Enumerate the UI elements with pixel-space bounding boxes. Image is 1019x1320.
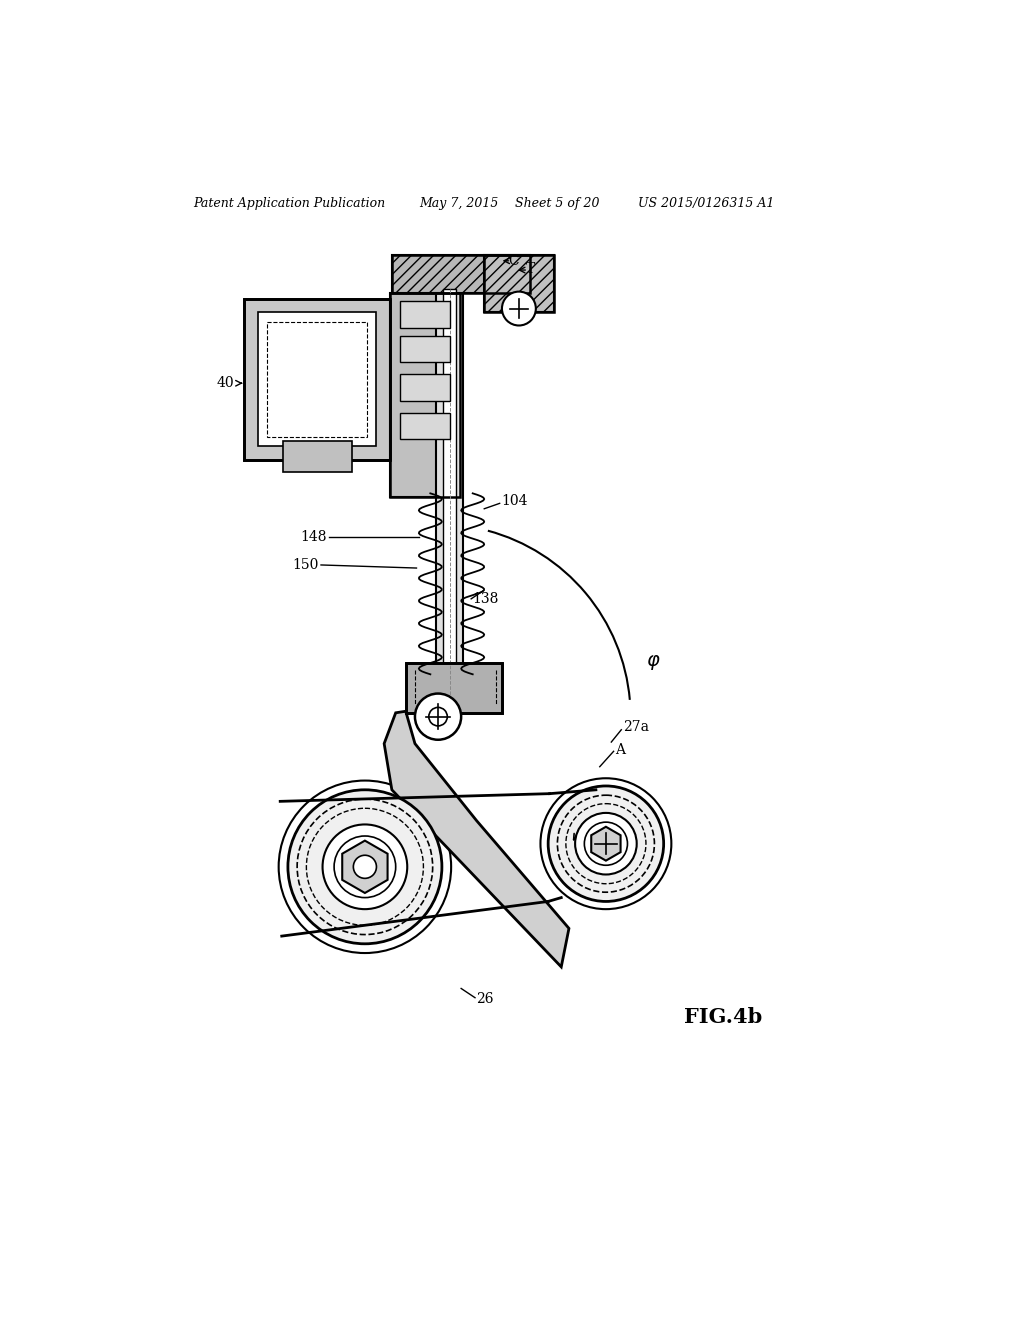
Bar [267, 322, 367, 437]
Bar [244, 298, 390, 461]
Circle shape [322, 825, 407, 909]
Circle shape [334, 836, 395, 898]
Bar [390, 293, 460, 498]
Text: May 7, 2015: May 7, 2015 [419, 197, 497, 210]
Text: FIG.4b: FIG.4b [684, 1007, 762, 1027]
Text: Sheet 5 of 20: Sheet 5 of 20 [515, 197, 599, 210]
Circle shape [575, 813, 636, 875]
Circle shape [547, 785, 663, 902]
Bar [399, 301, 449, 327]
Circle shape [353, 855, 376, 878]
Bar [406, 663, 501, 713]
Text: 26: 26 [476, 993, 493, 1006]
Bar [282, 441, 352, 471]
Text: C: C [507, 253, 519, 268]
Text: 40: 40 [216, 376, 233, 391]
Bar [399, 335, 449, 363]
Bar [399, 412, 449, 440]
Bar [435, 289, 463, 697]
Text: 150: 150 [292, 558, 318, 572]
Bar [406, 663, 501, 713]
Text: T: T [526, 261, 535, 276]
Text: A: A [614, 743, 625, 756]
Circle shape [287, 789, 441, 944]
Bar [258, 313, 376, 446]
Circle shape [428, 708, 447, 726]
Text: $\varphi$: $\varphi$ [646, 653, 660, 672]
Bar [399, 374, 449, 401]
Text: 138: 138 [472, 591, 498, 606]
Bar [244, 298, 390, 461]
Circle shape [584, 822, 627, 866]
Bar [391, 255, 530, 293]
Text: 104: 104 [500, 494, 527, 508]
Text: 27a: 27a [623, 719, 648, 734]
Polygon shape [384, 711, 569, 966]
Bar [484, 255, 553, 313]
Polygon shape [342, 841, 387, 892]
Text: 148: 148 [300, 531, 326, 544]
Polygon shape [591, 826, 620, 861]
Text: US 2015/0126315 A1: US 2015/0126315 A1 [638, 197, 773, 210]
Bar [443, 289, 455, 697]
Circle shape [415, 693, 461, 739]
Circle shape [501, 292, 535, 326]
Text: Patent Application Publication: Patent Application Publication [193, 197, 385, 210]
Bar [390, 293, 460, 498]
Bar [484, 255, 553, 313]
Bar [391, 255, 530, 293]
